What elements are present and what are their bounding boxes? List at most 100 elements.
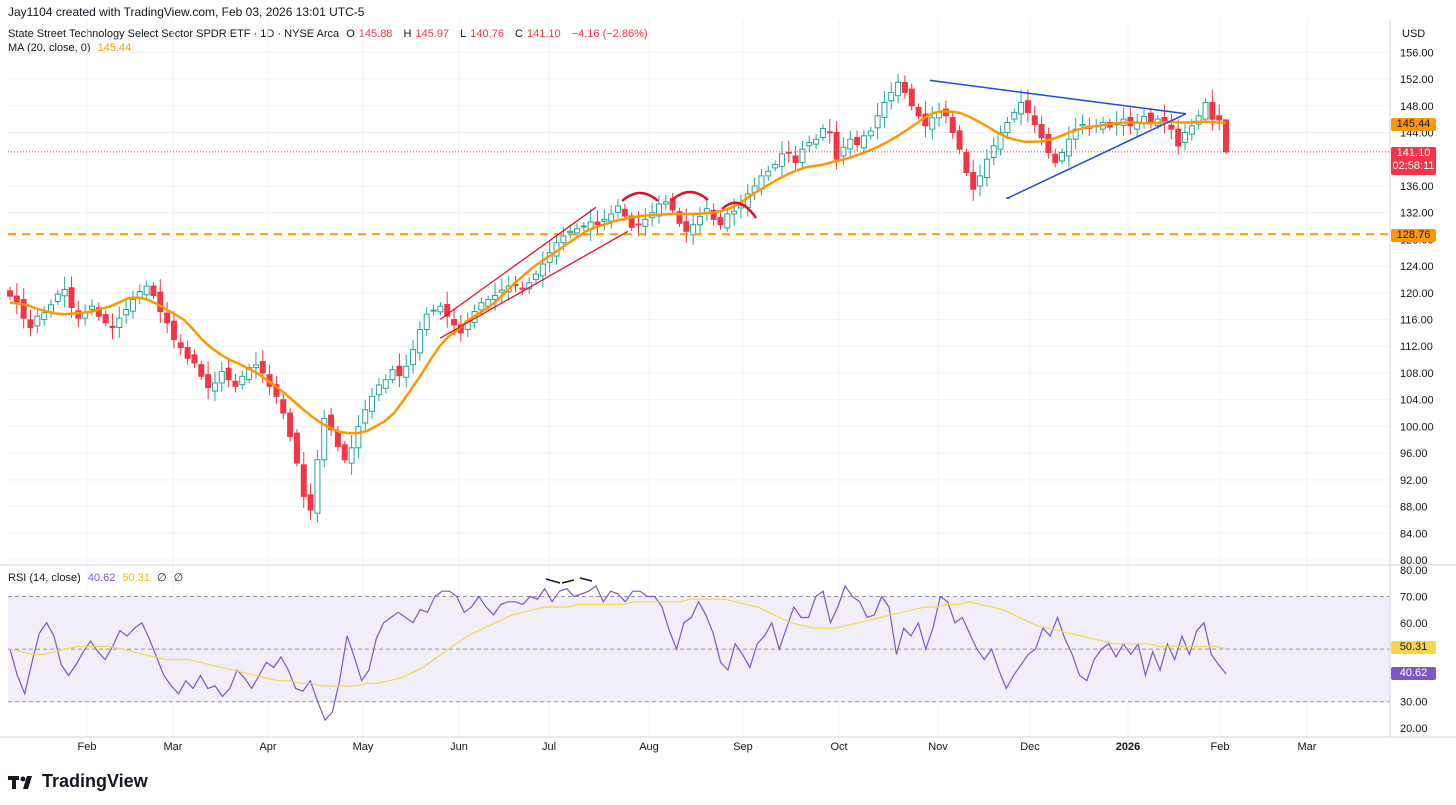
ma-price-tag: 145.44 [1391, 118, 1436, 131]
ohlc-high: H 145.97 [403, 28, 450, 40]
candle-body [95, 307, 102, 317]
candle-body [655, 203, 662, 217]
candle-body [1018, 101, 1025, 115]
candle-body [164, 312, 171, 324]
candle-body [1024, 100, 1031, 113]
candle-body [915, 106, 922, 117]
ma-20-line [9, 109, 1227, 435]
rsi-tick-label: 80.00 [1400, 565, 1428, 577]
candle-body [410, 349, 417, 366]
candle-body [990, 145, 997, 159]
ohlc-low: L 140.76 [460, 28, 504, 40]
candle-body [860, 135, 867, 149]
candle-body [895, 81, 902, 97]
rsi-tick-label: 30.00 [1400, 697, 1428, 709]
candle-body [362, 409, 369, 424]
tradingview-logo[interactable]: TradingView [8, 771, 148, 792]
candle-body [833, 131, 840, 160]
time-tick-label: Jun [450, 741, 468, 753]
candle-body [252, 364, 259, 369]
rounded-top-arc [721, 201, 758, 219]
candle-body [765, 170, 772, 177]
candle-body [519, 287, 526, 290]
trendlines [8, 79, 1390, 584]
candle-body [389, 369, 396, 381]
ma-label: MA (20, close, 0) [8, 42, 91, 54]
triangle-upper-line [929, 79, 1187, 115]
candle-body [143, 285, 150, 296]
candle-body [61, 288, 68, 297]
candle-body [1195, 115, 1202, 125]
candle-body [20, 298, 27, 319]
candle-body [533, 273, 540, 280]
price-tick-label: 148.00 [1400, 101, 1434, 113]
triangle-lower-line [1007, 113, 1187, 199]
candle-body [806, 142, 813, 147]
candle-body [287, 412, 294, 437]
rounded-top-arc [621, 191, 659, 202]
candle-body [724, 213, 731, 229]
candle-body [369, 395, 376, 412]
ma-value: 145.44 [97, 42, 132, 54]
price-tick-label: 156.00 [1400, 47, 1434, 59]
candle-body [102, 314, 109, 324]
candle-body [451, 319, 458, 326]
ohlc-close: C 141.10 [515, 28, 561, 40]
candle-body [888, 91, 895, 102]
candle-body [34, 315, 41, 327]
ohlc-open: O 145.88 [346, 28, 393, 40]
candle-body [13, 295, 20, 304]
price-tick-label: 100.00 [1400, 421, 1434, 433]
candle-body [847, 138, 854, 150]
candle-body [901, 81, 908, 93]
candle-body [129, 298, 136, 312]
candle-body [929, 117, 936, 130]
candle-body [423, 313, 430, 331]
candle-body [1209, 101, 1216, 120]
candle-body [690, 224, 697, 236]
candle-body [437, 305, 444, 313]
candle-body [27, 319, 34, 329]
candle-body [1011, 111, 1018, 120]
candle-body [1045, 133, 1052, 154]
candle-body [341, 444, 348, 461]
candle-body [259, 361, 266, 374]
price-tick-label: 84.00 [1400, 528, 1428, 540]
candle-body [1052, 153, 1059, 164]
price-tick-label: 108.00 [1400, 368, 1434, 380]
candle-body [567, 230, 574, 234]
candle-body [1059, 152, 1066, 162]
tradingview-logo-icon [8, 775, 32, 789]
candles [7, 73, 1229, 523]
price-tick-label: 104.00 [1400, 395, 1434, 407]
time-tick-label: Apr [259, 741, 276, 753]
rsi-divergence-dash [545, 578, 561, 584]
price-change: −4.16 (−2.86%) [571, 28, 648, 40]
moving-average [8, 109, 1390, 435]
candle-body [478, 302, 485, 311]
candle-body [177, 342, 184, 349]
rsi-tick-label: 70.00 [1400, 592, 1428, 604]
candle-body [608, 213, 615, 222]
currency-label: USD [1402, 28, 1426, 40]
candle-body [956, 130, 963, 150]
candle-body [355, 425, 362, 449]
time-tick-label: 2026 [1116, 741, 1140, 753]
candle-body [198, 364, 205, 377]
candle-body [293, 432, 300, 464]
rsi-lines [9, 584, 1227, 722]
candle-body [778, 153, 785, 167]
rsi-line [9, 584, 1227, 722]
candle-body [218, 371, 225, 384]
countdown-value: 02:58:11 [1392, 160, 1435, 172]
candle-body [819, 127, 826, 138]
candle-body [1202, 101, 1209, 120]
candle-body [977, 175, 984, 187]
candle-body [328, 414, 335, 431]
candle-body [123, 309, 130, 316]
candle-body [396, 365, 403, 377]
rsi-divergence-dash [579, 577, 593, 582]
rsi-extra-1: ∅ [157, 572, 167, 584]
candle-body [300, 464, 307, 498]
